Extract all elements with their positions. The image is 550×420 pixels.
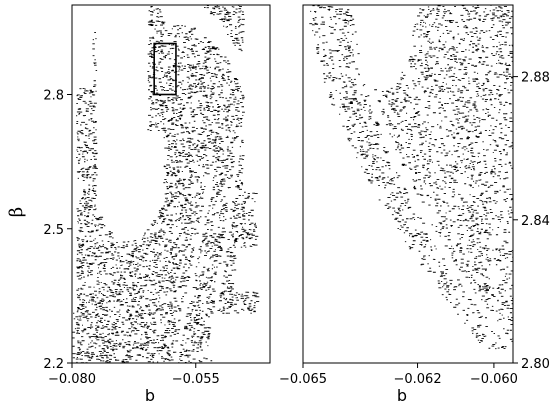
x-tick-label: −0.065 bbox=[279, 372, 327, 387]
x-tick-label: −0.060 bbox=[470, 372, 518, 387]
y-tick-label: 2.84 bbox=[521, 214, 550, 229]
left-scatter-points bbox=[72, 5, 260, 363]
y-tick-label: 2.2 bbox=[43, 357, 64, 372]
y-tick-label: 2.8 bbox=[43, 89, 64, 104]
left-panel: −0.080 −0.055 2.2 2.5 2.8 b β bbox=[6, 4, 271, 405]
zoom-region-box bbox=[153, 42, 177, 96]
x-tick-label: −0.062 bbox=[393, 372, 441, 387]
right-plot-frame bbox=[302, 4, 514, 364]
scatter-points bbox=[309, 5, 513, 350]
left-y-axis-label: β bbox=[6, 207, 27, 217]
right-scatter-points bbox=[309, 5, 513, 350]
y-tick-label: 2.5 bbox=[43, 223, 64, 238]
left-ticks: −0.080 −0.055 2.2 2.5 2.8 bbox=[43, 89, 219, 388]
left-plot-frame bbox=[71, 4, 271, 364]
y-tick-label: 2.80 bbox=[521, 357, 550, 372]
y-tick-label: 2.88 bbox=[521, 71, 550, 86]
x-tick-label: −0.055 bbox=[172, 372, 220, 387]
x-tick-label: −0.080 bbox=[48, 372, 96, 387]
right-x-axis-label: b bbox=[397, 386, 407, 405]
left-x-axis-label: b bbox=[145, 386, 155, 405]
scatter-points bbox=[72, 5, 260, 363]
